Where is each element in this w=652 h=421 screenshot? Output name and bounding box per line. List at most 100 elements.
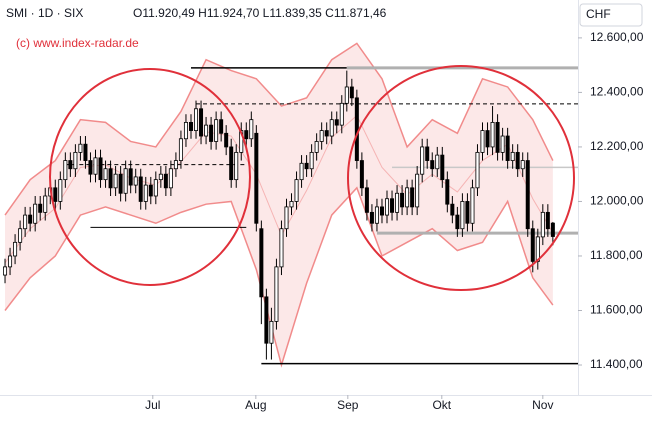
candle-body xyxy=(505,135,510,161)
candle-body xyxy=(284,206,289,230)
x-tick-label: Sep xyxy=(337,398,359,412)
candle-body xyxy=(435,154,440,170)
candle-body xyxy=(244,130,249,140)
candle-body xyxy=(309,151,314,170)
ohlc-header: O11.920,49 H11.924,70 L11.839,35 C11.871… xyxy=(133,6,387,20)
candle-body xyxy=(33,203,38,224)
candle-body xyxy=(188,121,193,131)
candle-body xyxy=(68,160,73,170)
y-tick-label: 11.600,00 xyxy=(590,303,643,317)
candle-body xyxy=(88,160,93,175)
candle-body xyxy=(229,146,234,181)
y-tick-label: 12.600,00 xyxy=(590,30,644,44)
candle-body xyxy=(153,179,158,197)
candle-body xyxy=(455,214,460,230)
candle-body xyxy=(425,146,430,161)
candle-body xyxy=(490,121,495,148)
candle-body xyxy=(314,141,319,153)
circle xyxy=(49,68,251,286)
y-tick-label: 11.400,00 xyxy=(590,357,643,371)
candle-body xyxy=(183,121,188,140)
candle-body xyxy=(163,173,168,189)
candle-body xyxy=(173,160,178,170)
candle-body xyxy=(359,160,364,189)
x-tick-label: Okt xyxy=(432,398,451,412)
candle-body xyxy=(199,108,204,137)
candle-body xyxy=(299,162,304,181)
candle-body xyxy=(8,255,13,268)
candle-body xyxy=(445,179,450,205)
currency[interactable]: CHF xyxy=(586,7,611,21)
currency-box[interactable] xyxy=(579,3,643,27)
candle-body xyxy=(13,241,18,257)
candles-layer xyxy=(3,70,555,360)
candle-body xyxy=(138,176,143,202)
y-tick-label: 12.400,00 xyxy=(590,85,644,99)
candle-body xyxy=(339,102,344,126)
candle-body xyxy=(440,154,445,181)
candle-body xyxy=(410,187,415,208)
candle-body xyxy=(379,206,384,216)
candle-body xyxy=(93,157,98,175)
candle-body xyxy=(254,132,259,224)
x-tick-label: Aug xyxy=(245,398,266,412)
candle-body xyxy=(329,119,334,137)
candle-body xyxy=(43,195,48,213)
candle-body xyxy=(118,173,123,194)
candle-body xyxy=(385,198,390,216)
candle-body xyxy=(28,214,33,224)
candle-body xyxy=(123,168,128,194)
candle-body xyxy=(545,211,550,230)
candle-body xyxy=(460,201,465,230)
candle-body xyxy=(344,86,349,104)
band-lower xyxy=(4,186,554,368)
candle-body xyxy=(264,296,269,344)
annotation-circles xyxy=(49,65,575,291)
candle-body xyxy=(470,187,475,224)
candle-body xyxy=(63,160,68,181)
candle-body xyxy=(550,222,555,237)
candle-body xyxy=(209,124,214,142)
candle-body xyxy=(374,206,379,224)
candle-body xyxy=(430,160,435,170)
candle-body xyxy=(274,266,279,322)
candle-body xyxy=(113,173,118,189)
candle-body xyxy=(420,146,425,175)
candle-body xyxy=(73,151,78,170)
candle-body xyxy=(334,119,339,126)
candle-body xyxy=(143,184,148,202)
candle-body xyxy=(465,201,470,224)
candle-body xyxy=(178,138,183,161)
candle-body xyxy=(400,192,405,208)
candle-body xyxy=(480,130,485,153)
x-tick-label: Nov xyxy=(532,398,553,412)
band-area xyxy=(5,43,553,366)
candle-body xyxy=(540,211,545,238)
candle-body xyxy=(324,130,329,137)
candle-body xyxy=(259,228,264,298)
candle-body xyxy=(128,168,133,186)
candle-body xyxy=(269,320,274,344)
candle-body xyxy=(395,192,400,213)
candle-body xyxy=(108,168,113,189)
candle-body xyxy=(38,203,43,213)
candle-body xyxy=(485,130,490,148)
watermark: (c) www.index-radar.de xyxy=(16,36,139,50)
y-tick-label: 11.800,00 xyxy=(590,248,643,262)
candle-body xyxy=(194,108,199,131)
candle-body xyxy=(98,157,103,181)
candle-body xyxy=(249,119,254,140)
candle-body xyxy=(58,179,63,202)
candle-body xyxy=(23,214,28,230)
candle-body xyxy=(133,176,138,186)
candle-body xyxy=(475,151,480,189)
candle-body xyxy=(304,162,309,170)
candle-body xyxy=(158,173,163,181)
candle-body xyxy=(319,130,324,142)
candle-body xyxy=(495,121,500,153)
candle-body xyxy=(294,179,299,202)
candle-body xyxy=(525,160,530,230)
